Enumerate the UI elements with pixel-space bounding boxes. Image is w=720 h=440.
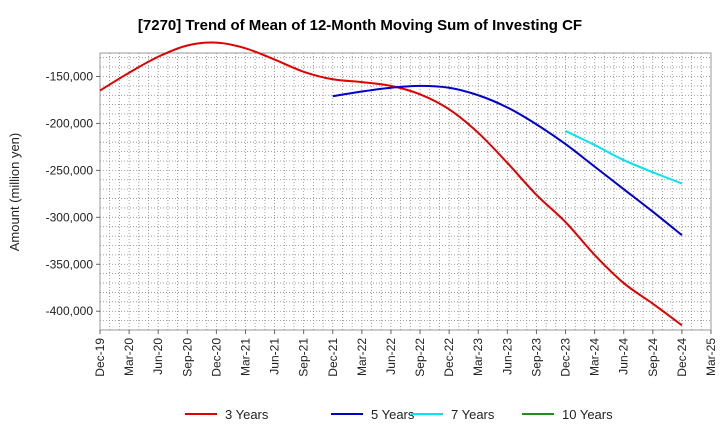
x-tick-label: Mar-23 [471, 338, 485, 376]
y-tick-label: -200,000 [46, 116, 94, 130]
y-tick-label: -350,000 [46, 257, 94, 271]
series-line-5-years [332, 84, 683, 236]
x-tick-label: Dec-19 [93, 338, 107, 377]
x-tick-label: Sep-22 [413, 338, 427, 377]
x-tick-label: Sep-23 [529, 338, 543, 377]
chart-title: [7270] Trend of Mean of 12-Month Moving … [138, 17, 582, 34]
plot-area [99, 52, 712, 331]
y-tick-label: -300,000 [46, 210, 94, 224]
legend-label: 10 Years [562, 407, 613, 422]
x-tick-label: Sep-24 [646, 338, 660, 377]
x-tick-label: Mar-21 [238, 338, 252, 376]
legend-label: 7 Years [451, 407, 495, 422]
x-tick-label: Jun-22 [384, 338, 398, 375]
y-tick-label: -150,000 [46, 69, 94, 83]
x-tick-label: Dec-24 [675, 338, 689, 377]
x-tick-label: Dec-21 [326, 338, 340, 377]
legend-label: 5 Years [371, 407, 415, 422]
x-tick-label: Mar-25 [704, 338, 718, 376]
legend: 3 Years 5 Years 7 Years 10 Years [185, 407, 613, 422]
x-tick-label: Dec-22 [442, 338, 456, 377]
grid [100, 53, 711, 330]
x-tick-label: Jun-24 [617, 338, 631, 375]
x-tick-label: Sep-20 [180, 338, 194, 377]
x-tick-label: Sep-21 [297, 338, 311, 377]
series-line-3-years [99, 41, 683, 327]
legend-label: 3 Years [225, 407, 269, 422]
y-tick-label: -400,000 [46, 304, 94, 318]
y-axis: -150,000 -200,000 -250,000 -300,000 -350,000… [46, 69, 100, 318]
y-axis-label: Amount (million yen) [7, 133, 22, 252]
x-tick-label: Jun-20 [151, 338, 165, 375]
y-tick-label: -250,000 [46, 163, 94, 177]
x-tick-label: Dec-20 [209, 338, 223, 377]
x-tick-label: Mar-24 [588, 338, 602, 376]
x-axis: Dec-19 Mar-20 Jun-20 Sep-20 Dec-20 Mar-21 Jun-… [93, 330, 718, 377]
series-line-7-years [565, 130, 683, 185]
x-tick-label: Jun-23 [500, 338, 514, 375]
x-tick-label: Jun-21 [268, 338, 282, 375]
x-tick-label: Mar-20 [122, 338, 136, 376]
x-tick-label: Dec-23 [559, 338, 573, 377]
series-lines [99, 41, 683, 327]
x-tick-label: Mar-22 [355, 338, 369, 376]
